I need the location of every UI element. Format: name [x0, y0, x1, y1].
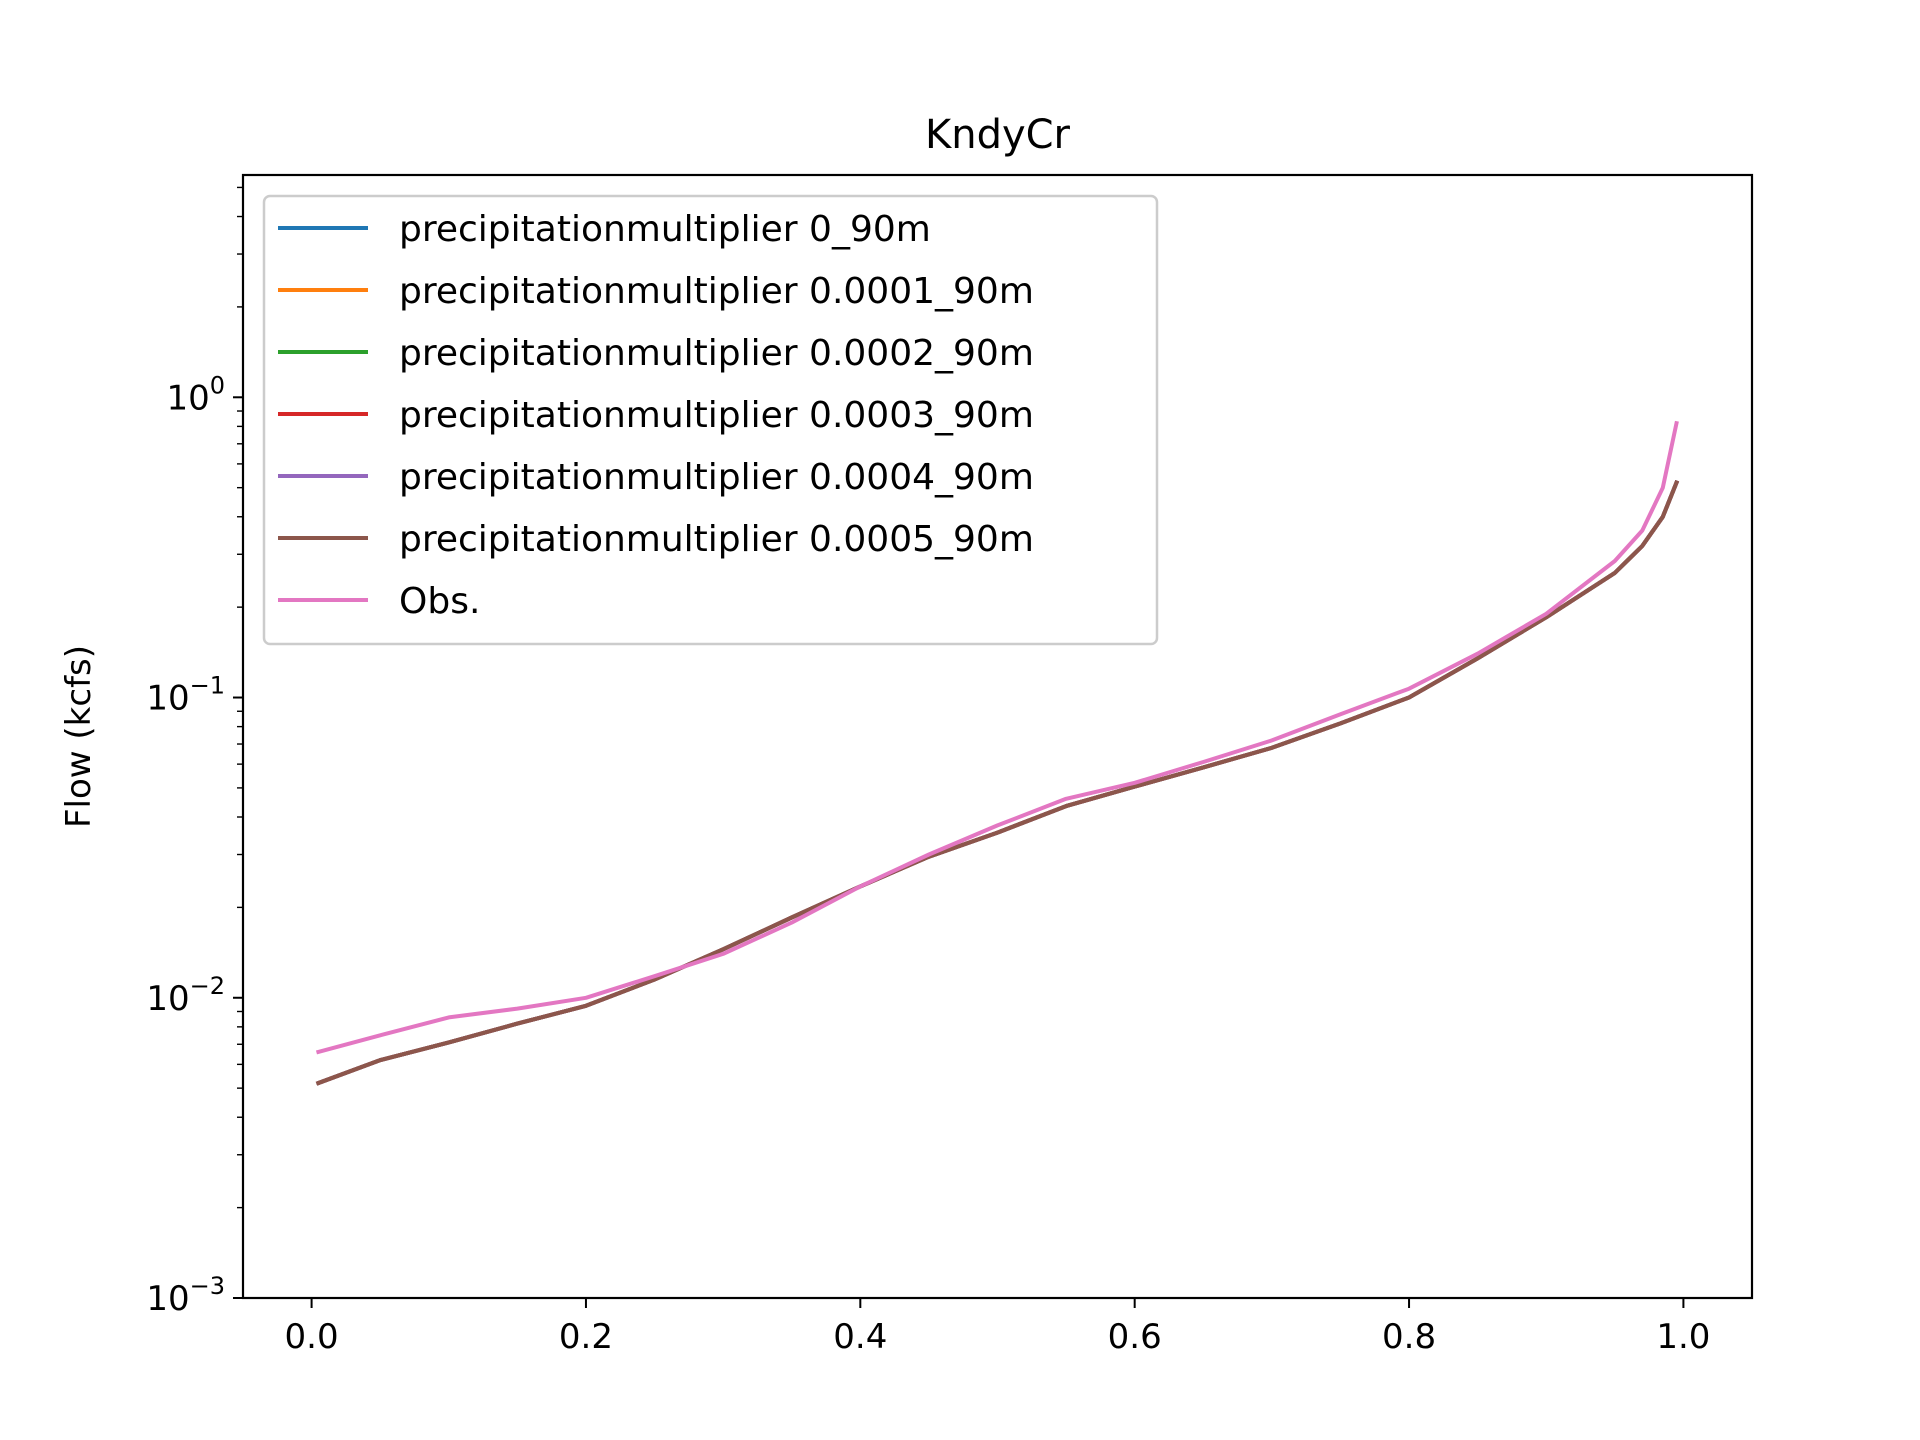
legend-label: precipitationmultiplier 0_90m: [399, 209, 931, 250]
y-axis-label: Flow (kcfs): [59, 645, 99, 828]
x-tick-label: 0.8: [1382, 1317, 1436, 1357]
x-tick-label: 0.4: [833, 1317, 887, 1357]
legend-label: precipitationmultiplier 0.0004_90m: [399, 457, 1034, 498]
y-tick-label: 10−3: [146, 1272, 225, 1319]
x-tick-label: 1.0: [1656, 1317, 1710, 1357]
x-tick-label: 0.2: [559, 1317, 613, 1357]
legend-label: Obs.: [399, 581, 480, 622]
x-tick-label: 0.6: [1108, 1317, 1162, 1357]
series-line-6: [315, 479, 1680, 1086]
axes-layer: 0.0 0.2 0.4 0.6 0.8 1.0 100 10−1 10−2 10−3: [146, 173, 1754, 1357]
series-line-7: [315, 420, 1679, 1055]
series-layer: [315, 420, 1680, 1086]
legend-label: precipitationmultiplier 0.0003_90m: [399, 395, 1034, 436]
legend-label: precipitationmultiplier 0.0001_90m: [399, 271, 1034, 312]
y-tick-label: 10−1: [146, 672, 225, 719]
legend: precipitationmultiplier 0_90m precipitati…: [262, 194, 1159, 646]
chart-title: KndyCr: [925, 112, 1071, 158]
legend-label: precipitationmultiplier 0.0005_90m: [399, 519, 1034, 560]
x-tick-label: 0.0: [285, 1317, 339, 1357]
legend-box: [262, 194, 1159, 646]
y-tick-label: 100: [166, 371, 225, 418]
y-tick-label: 10−2: [146, 972, 225, 1019]
legend-label: precipitationmultiplier 0.0002_90m: [399, 333, 1034, 374]
plot-frame: [241, 173, 1754, 1300]
